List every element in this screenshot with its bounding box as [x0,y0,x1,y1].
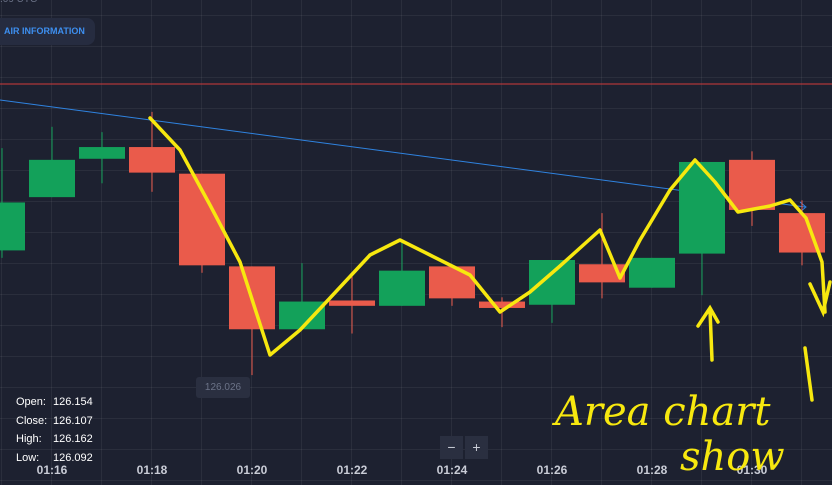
ohlc-value: 126.154 [53,396,93,408]
hand-drawn-stroke [803,346,814,402]
ohlc-value: 126.092 [53,451,93,464]
ohlc-row: Low: 126.092 [16,449,93,468]
candle-body [429,266,475,299]
ohlc-value: 126.162 [53,433,93,445]
hand-drawn-line [148,116,827,357]
zoom-in-button[interactable]: + [465,436,488,459]
candle-wick [601,213,603,299]
ohlc-label: Low: [16,451,40,464]
hand-drawn-arrow [696,304,720,362]
candles [0,111,825,376]
hand-drawn-arrow [808,280,832,318]
candle-body [379,270,425,306]
zoom-out-button[interactable]: − [440,436,463,459]
candle-body [329,300,375,306]
x-tick-label: 01:28 [637,463,668,477]
x-axis: 01:16 01:18 01:20 01:22 01:24 01:26 01:28 01:30 [37,463,768,477]
ohlc-value: 126.107 [53,414,93,427]
candle-body [729,159,775,210]
candle-body [579,264,625,283]
candle-body [0,202,25,251]
price-badge: 126.026 [196,377,250,398]
candle-body [479,301,525,308]
candle-body [279,301,325,330]
candle-body [79,147,125,159]
candle-wick [301,263,303,330]
ohlc-label: Close: [16,414,48,427]
ohlc-row: High: 126.162 [16,430,93,449]
x-tick-label: 01:20 [237,463,268,477]
pair-info-button[interactable]: AIR INFORMATION [0,18,95,45]
x-tick-label: 01:16 [37,463,68,477]
annotation-text: show [680,434,785,480]
candle-body [129,147,175,173]
candle-body [529,260,575,305]
x-tick-label: 01:26 [537,463,568,477]
x-tick-label: 01:24 [437,463,468,477]
annotation-text: Area chart [551,389,771,435]
ohlc-label: High: [16,433,42,445]
ohlc-label: Open: [16,396,46,408]
x-tick-label: 01:30 [737,463,768,477]
x-tick-label: 01:18 [137,463,168,477]
candle-body [679,161,725,254]
ohlc-panel: Open: 126.154 Close: 126.107 High: 126.162 … [16,393,93,467]
ohlc-row: Open: 126.154 [16,393,93,412]
x-tick-label: 01:22 [337,463,368,477]
timestamp: .09 UTC [0,0,37,5]
candle-body [629,257,675,288]
ohlc-row: Close: 126.107 [16,412,93,431]
candle-body [29,159,75,198]
